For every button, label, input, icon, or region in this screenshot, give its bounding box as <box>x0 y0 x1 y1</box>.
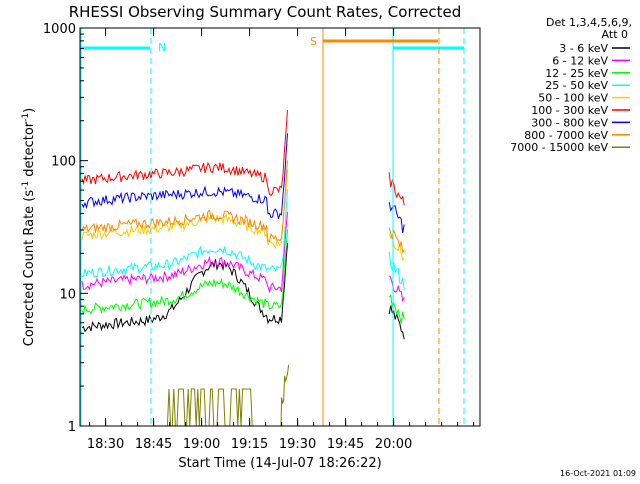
series-line-after-3 <box>388 251 405 291</box>
y-tick-label: 1000 <box>43 22 76 37</box>
chart-title: RHESSI Observing Summary Count Rates, Co… <box>69 3 462 21</box>
saa-label: S <box>310 35 317 48</box>
legend-label: 300 - 800 keV <box>531 116 608 129</box>
x-tick-label: 19:30 <box>279 437 316 452</box>
y-axis-label-part3: ) <box>22 108 37 113</box>
legend-label: 25 - 50 keV <box>545 79 608 92</box>
footer-timestamp: 16-Oct-2021 01:09 <box>560 469 636 478</box>
y-axis-label: Corrected Count Rate (s-1 detector-1) <box>21 108 37 346</box>
x-tick-label: 20:00 <box>375 437 412 452</box>
series-line-4 <box>81 169 288 250</box>
series-line-after-1 <box>388 275 405 303</box>
series-line-1 <box>81 211 288 294</box>
y-axis-label-part1: Corrected Count Rate (s <box>22 190 37 347</box>
legend-label: 3 - 6 keV <box>559 42 608 55</box>
legend-label: 6 - 12 keV <box>552 54 608 67</box>
series-line-after-6 <box>388 202 405 234</box>
x-axis-label: Start Time (14-Jul-07 18:26:22) <box>178 456 381 471</box>
night-label: N <box>158 41 166 54</box>
series-line-5 <box>81 110 288 197</box>
series-line-2 <box>81 229 288 316</box>
series-line-7 <box>81 160 288 243</box>
series-line-after-2 <box>388 294 405 324</box>
y-axis-label-sup1: -1 <box>21 181 31 190</box>
y-tick-label: 10 <box>59 287 76 302</box>
x-axis: 18:30 18:45 19:00 19:15 19:30 19:45 20:00 <box>87 28 475 452</box>
y-axis: 1 10 100 1000 <box>43 22 88 435</box>
y-axis-label-part2: detector <box>22 121 37 181</box>
x-tick-label: 18:45 <box>135 437 172 452</box>
legend-label: 50 - 100 keV <box>538 92 608 105</box>
y-tick-label: 1 <box>68 420 76 435</box>
legend-label: 100 - 300 keV <box>531 104 608 117</box>
series-line-6 <box>81 133 288 220</box>
legend-label: 12 - 25 keV <box>545 67 608 80</box>
legend-header-detectors: Det 1,3,4,5,6,9, <box>546 16 632 29</box>
x-tick-label: 19:15 <box>231 437 268 452</box>
y-tick-label: 100 <box>51 155 76 170</box>
series-line-3 <box>81 189 288 279</box>
series-line-after-7 <box>388 227 405 254</box>
series-line-after-5 <box>388 172 405 206</box>
legend-label: 7000 - 15000 keV <box>510 141 608 154</box>
x-tick-label: 19:45 <box>327 437 364 452</box>
plot-frame <box>79 27 481 427</box>
legend-header-attenuator: Att 0 <box>602 28 628 41</box>
legend-label: 800 - 7000 keV <box>524 129 608 142</box>
x-tick-label: 19:00 <box>183 437 220 452</box>
y-axis-label-sup2: -1 <box>21 113 31 122</box>
x-tick-label: 18:30 <box>87 437 124 452</box>
